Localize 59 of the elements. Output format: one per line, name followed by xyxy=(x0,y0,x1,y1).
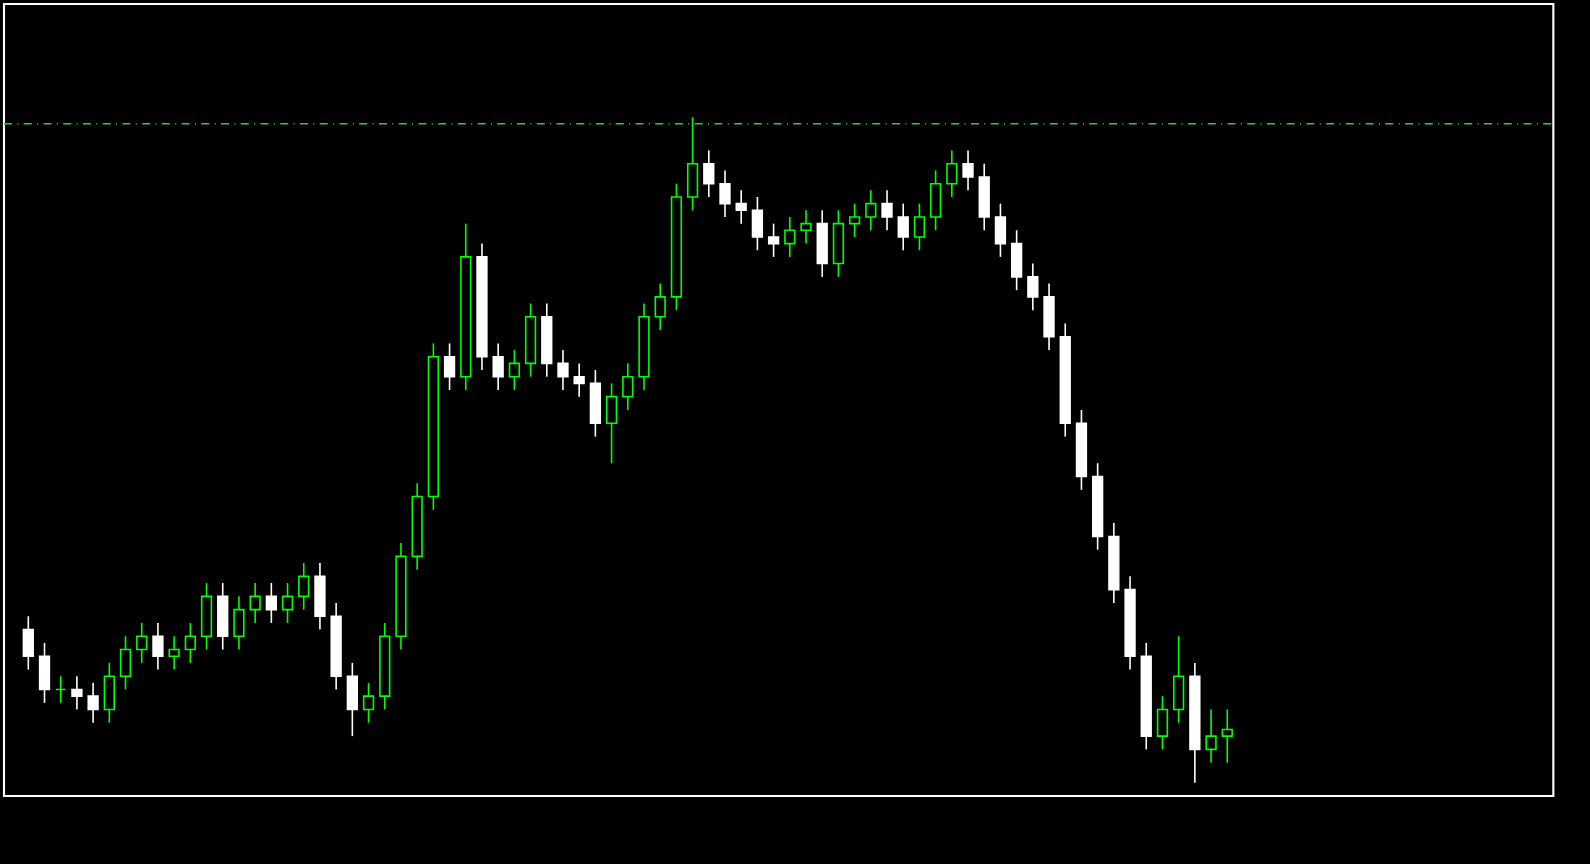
candlestick xyxy=(832,209,845,278)
candlestick xyxy=(492,342,504,391)
candlestick xyxy=(314,562,326,631)
candlestick xyxy=(1221,708,1233,764)
candlestick xyxy=(136,622,148,664)
candlestick xyxy=(281,582,294,624)
candlestick xyxy=(557,349,569,391)
candlestick xyxy=(735,189,747,225)
candlestick xyxy=(751,196,764,252)
candlestick xyxy=(184,622,196,664)
candlestick xyxy=(784,216,796,258)
candlestick xyxy=(298,562,310,611)
candlestick xyxy=(346,662,359,737)
candlestick xyxy=(686,116,699,212)
candlestick xyxy=(249,582,261,624)
candlestick xyxy=(541,302,553,378)
candlestick xyxy=(362,682,375,724)
candlestick xyxy=(946,149,958,198)
candlestick xyxy=(929,169,942,232)
candlestick xyxy=(589,369,602,438)
candlestick xyxy=(978,162,990,232)
candlestick xyxy=(622,362,634,411)
candlestick xyxy=(913,202,926,252)
candlestick xyxy=(719,169,731,218)
candlestick xyxy=(848,202,861,238)
candlestick xyxy=(217,582,229,651)
candlestick xyxy=(767,222,780,258)
candlestick xyxy=(443,342,456,391)
candlestick xyxy=(816,209,828,278)
candlestick xyxy=(168,635,180,671)
candlestick xyxy=(103,662,115,724)
candlestick xyxy=(1173,635,1185,724)
candlestick xyxy=(71,675,83,711)
candlestick xyxy=(119,635,132,691)
candlestick xyxy=(703,149,715,198)
candlestick xyxy=(87,682,99,724)
candlestick xyxy=(152,622,164,671)
candlestick xyxy=(55,675,67,704)
candlestick xyxy=(200,582,213,651)
candlestick xyxy=(524,302,537,378)
candlestick xyxy=(1156,695,1169,751)
candlestick xyxy=(38,642,51,704)
candlestick xyxy=(800,209,812,245)
candlestick xyxy=(897,202,909,252)
candlestick xyxy=(1205,708,1217,764)
candlestick xyxy=(1010,229,1023,291)
candlestick xyxy=(508,349,521,391)
candlestick xyxy=(265,582,277,624)
candlestick xyxy=(994,202,1007,258)
candlestick xyxy=(605,382,618,465)
candlestick xyxy=(962,149,974,192)
candlestick xyxy=(573,362,585,398)
candlestick xyxy=(233,595,245,651)
candlestick xyxy=(22,615,34,671)
candlestick xyxy=(881,189,893,232)
candlestick xyxy=(1027,262,1039,311)
candlestick xyxy=(865,189,877,232)
candlestick xyxy=(654,282,666,331)
candlestick xyxy=(1043,282,1055,351)
